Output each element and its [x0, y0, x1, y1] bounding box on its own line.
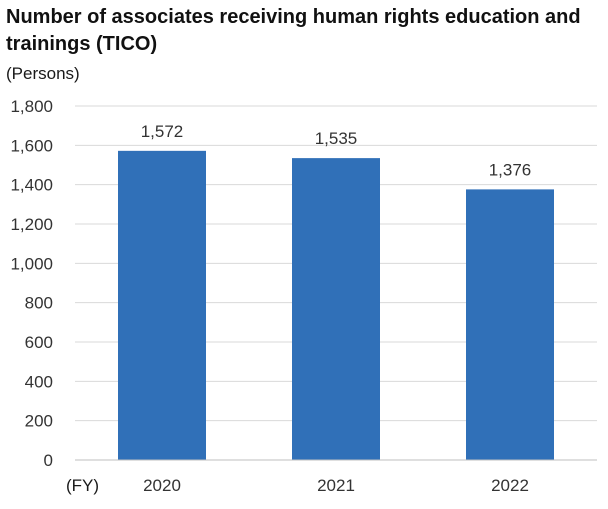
- bars: [118, 150, 554, 461]
- y-tick-label: 1,800: [10, 97, 53, 116]
- y-tick-label: 600: [25, 333, 53, 352]
- y-axis-unit-label: (Persons): [6, 64, 80, 83]
- y-tick-label: 1,600: [10, 136, 53, 155]
- x-tick-label: 2022: [491, 476, 529, 495]
- data-labels: 1,572 1,535 1,376: [141, 122, 532, 180]
- x-tick-label: 2021: [317, 476, 355, 495]
- x-axis-unit-label: (FY): [66, 476, 99, 495]
- data-label: 1,376: [489, 160, 532, 179]
- x-tick-label: 2020: [143, 476, 181, 495]
- data-label: 1,572: [141, 122, 184, 141]
- x-axis-ticks: 2020 2021 2022: [143, 476, 529, 495]
- data-label: 1,535: [315, 129, 358, 148]
- y-tick-label: 1,200: [10, 215, 53, 234]
- bar-2021: [292, 158, 380, 460]
- y-tick-label: 800: [25, 294, 53, 313]
- y-tick-label: 0: [44, 451, 53, 470]
- chart-title: Number of associates receiving human rig…: [6, 6, 581, 55]
- y-tick-label: 400: [25, 372, 53, 391]
- bar-2022: [466, 189, 554, 461]
- bar-2020: [118, 150, 206, 460]
- y-tick-label: 200: [25, 412, 53, 431]
- y-axis-ticks: 0 200 400 600 800 1,000 1,200 1,400 1,600 1,800: [10, 97, 53, 470]
- y-tick-label: 1,400: [10, 176, 53, 195]
- y-tick-label: 1,000: [10, 254, 53, 273]
